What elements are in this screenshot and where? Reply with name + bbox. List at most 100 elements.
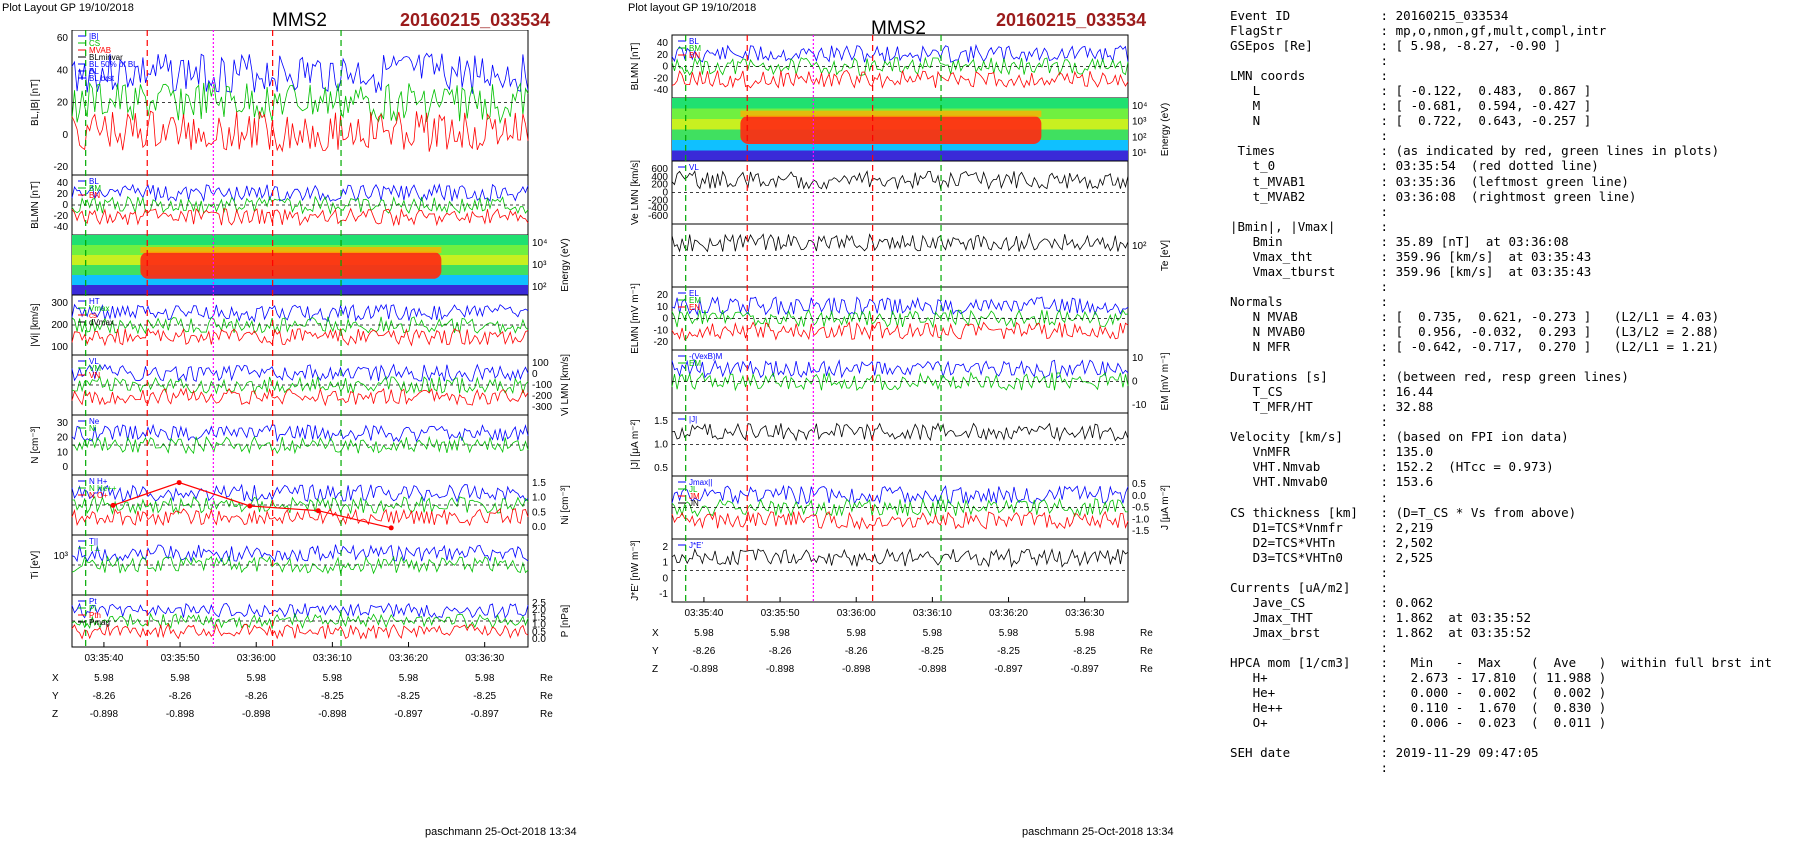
coord-value: -8.26 xyxy=(769,646,792,657)
y-axis-label: J*E' [nW m⁻³] xyxy=(630,540,641,601)
series-line xyxy=(671,308,1129,329)
info-key: H+ xyxy=(1230,670,1381,686)
info-colon: : xyxy=(1380,188,1396,204)
info-key xyxy=(1230,204,1381,219)
legend-label: Pt xyxy=(89,597,97,606)
series-line xyxy=(71,82,529,125)
info-value: [ -0.122, 0.483, 0.867 ] xyxy=(1395,83,1592,99)
info-key: Vmax_tburst xyxy=(1230,263,1381,279)
info-row: : xyxy=(1230,730,1800,745)
info-colon: : xyxy=(1380,760,1396,776)
info-row: He+ : 0.000 - 0.002 ( 0.002 ) xyxy=(1230,685,1800,700)
coord-value: -8.26 xyxy=(845,646,868,657)
info-value: [ -0.681, 0.594, -0.427 ] xyxy=(1395,98,1592,114)
y-axis-label: P [nPa] xyxy=(560,604,571,637)
info-row: : xyxy=(1230,128,1800,143)
series-line xyxy=(671,321,1129,341)
coord-value: 5.98 xyxy=(846,628,866,639)
y-tick-label: 10⁴ xyxy=(532,238,547,249)
x-tick-label: 03:35:50 xyxy=(761,608,800,619)
info-key: Jmax_brst xyxy=(1230,624,1381,640)
info-row: O+ : 0.006 - 0.023 ( 0.011 ) xyxy=(1230,715,1800,730)
info-row: T_CS : 16.44 xyxy=(1230,384,1800,399)
coord-value: -0.898 xyxy=(918,664,947,675)
legend-label: dVmax xyxy=(89,318,114,327)
info-row: Currents [uA/m2] : xyxy=(1230,580,1800,595)
legend-label: Ne xyxy=(89,417,100,426)
coord-label: Z xyxy=(52,709,58,720)
coord-value: -0.898 xyxy=(318,709,347,720)
info-value: (based on FPI ion data) xyxy=(1395,429,1569,445)
info-row: CS thickness [km] : (D=T_CS * Vs from ab… xyxy=(1230,505,1800,520)
info-row: N MVAB0 : [ 0.956, -0.032, 0.293 ] (L3/L… xyxy=(1230,324,1800,339)
info-value: mp,o,nmon,gf,mult,compl,intr xyxy=(1395,23,1607,39)
info-colon: : xyxy=(1380,113,1396,129)
info-row: : xyxy=(1230,640,1800,655)
coord-value: 5.98 xyxy=(999,628,1019,639)
series-line xyxy=(71,316,529,335)
info-key: VHT.Nmvab xyxy=(1230,459,1381,475)
x-tick-label: 03:35:40 xyxy=(684,608,723,619)
coord-unit: Re xyxy=(1140,646,1153,657)
info-row: Velocity [km/s] : (based on FPI ion data… xyxy=(1230,429,1800,444)
legend-label: BL brst xyxy=(89,74,115,83)
legend-label: JM xyxy=(689,492,700,501)
info-value: [ -0.642, -0.717, 0.270 ] (L2/L1 = 1.21) xyxy=(1395,339,1720,355)
info-colon: : xyxy=(1380,414,1396,430)
info-value: 135.0 xyxy=(1395,444,1434,460)
info-row: Vmax_tht : 359.96 [km/s] at 03:35:43 xyxy=(1230,249,1800,264)
panel-2: 10⁴ 10³ 10² Energy (eV) xyxy=(71,234,571,296)
y-tick-label: -600 xyxy=(648,211,668,222)
info-key: GSEpos [Re] xyxy=(1230,38,1381,54)
y-tick-label: 1.5 xyxy=(532,478,546,489)
series-line xyxy=(671,296,1129,316)
info-row: |Bmin|, |Vmax| : xyxy=(1230,219,1800,234)
y-tick-label: -1 xyxy=(659,589,668,600)
info-value: [ 0.735, 0.621, -0.273 ] (L2/L1 = 4.03) xyxy=(1395,308,1720,324)
info-key: L xyxy=(1230,83,1381,99)
info-colon: : xyxy=(1380,549,1396,565)
info-value: 0.000 - 0.002 ( 0.002 ) xyxy=(1395,685,1607,701)
info-key: N MFR xyxy=(1230,339,1381,355)
y-tick-label: 0.5 xyxy=(532,507,546,518)
spectrogram-hot-region xyxy=(740,115,1042,144)
series-line xyxy=(71,602,529,619)
info-row: T_MFR/HT : 32.88 xyxy=(1230,399,1800,414)
info-key: N MVAB0 xyxy=(1230,323,1381,339)
coord-unit: Re xyxy=(1140,628,1153,639)
info-row: : xyxy=(1230,53,1800,68)
info-value: 1.862 at 03:35:52 xyxy=(1395,624,1532,640)
series-line xyxy=(671,232,1129,253)
info-colon: : xyxy=(1380,459,1396,475)
spectrogram-band xyxy=(72,275,528,286)
info-colon: : xyxy=(1380,53,1396,69)
info-colon: : xyxy=(1380,685,1396,701)
series-line xyxy=(71,207,529,227)
info-colon: : xyxy=(1380,354,1396,370)
y-tick-label: -1.5 xyxy=(1132,526,1150,537)
legend-label: VL xyxy=(689,163,699,172)
info-key: Currents [uA/m2] xyxy=(1230,579,1381,595)
info-key: O+ xyxy=(1230,715,1381,731)
legend-label: J*E' xyxy=(689,541,703,550)
info-colon: : xyxy=(1380,203,1396,219)
info-row: t_MVAB1 : 03:35:36 (leftmost green line) xyxy=(1230,174,1800,189)
right-plot-footer: paschmann 25-Oct-2018 13:34 xyxy=(1022,826,1174,838)
series-line xyxy=(71,435,529,455)
y-tick-label: 20 xyxy=(57,189,69,200)
coord-value: -0.897 xyxy=(1071,664,1100,675)
y-tick-label: 2 xyxy=(662,542,668,553)
info-key: VnMFR xyxy=(1230,444,1381,460)
y-tick-label: -20 xyxy=(654,337,669,348)
coord-value: 5.98 xyxy=(94,673,114,684)
info-row: VHT.Nmvab0 : 153.6 xyxy=(1230,474,1800,489)
panel-5: 10 0 -10 EM [mV m⁻¹] -(VexB)MEM xyxy=(671,349,1171,414)
coord-value: 5.98 xyxy=(170,673,190,684)
series-line xyxy=(71,483,529,503)
y-tick-label: 100 xyxy=(51,342,68,353)
legend-label: VN xyxy=(89,371,100,380)
series-line xyxy=(71,495,529,515)
panel-8: 2 1 0 -1 J*E' [nW m⁻³] J*E' xyxy=(630,538,1129,603)
